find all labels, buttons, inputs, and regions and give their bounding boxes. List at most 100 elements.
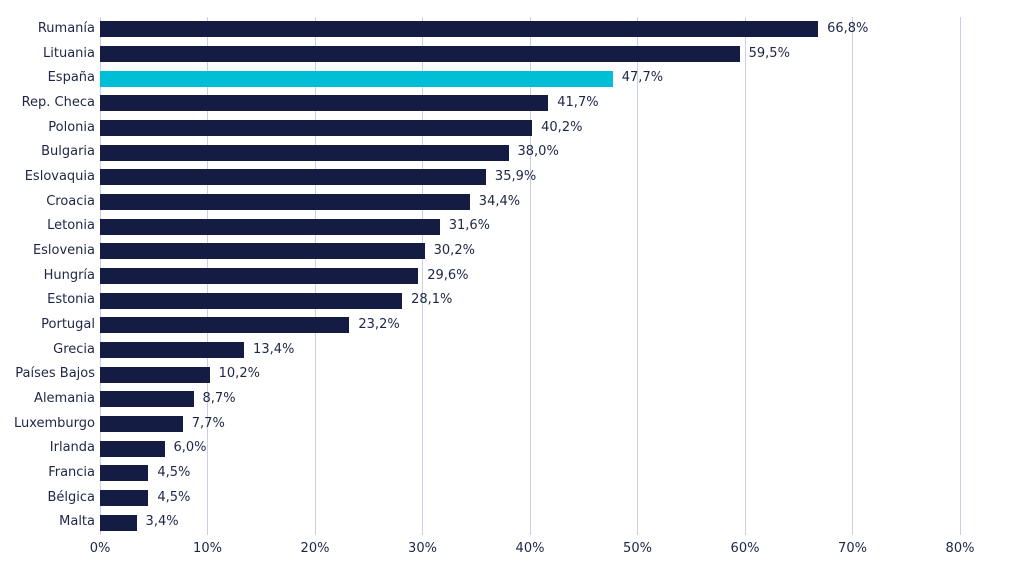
x-tick-label: 10% xyxy=(193,541,222,556)
gridline xyxy=(529,17,531,535)
x-tick-label: 20% xyxy=(300,541,330,556)
value-label: 41,7% xyxy=(557,95,599,110)
category-label: Letonia xyxy=(47,218,95,234)
category-label: Hungría xyxy=(43,267,95,283)
bar-row: 10,2% xyxy=(100,362,960,387)
bar-row: 31,6% xyxy=(100,214,960,239)
bar xyxy=(100,514,137,531)
bar xyxy=(100,193,470,210)
category-label: Luxemburgo xyxy=(13,415,95,431)
x-tick-label: 40% xyxy=(515,541,545,556)
plot-area: 66,8% 59,5% 47,7% 41,7% 40,2% 38,0% 35,9% 34,4%… xyxy=(99,17,961,535)
value-label: 29,6% xyxy=(427,267,469,283)
bar xyxy=(100,440,165,457)
bar-row: 34,4% xyxy=(100,190,960,215)
value-label: 40,2% xyxy=(541,119,583,135)
x-tick-label: 0% xyxy=(89,541,111,556)
bar xyxy=(100,95,549,112)
value-label: 4,5% xyxy=(157,489,191,505)
bar xyxy=(100,341,245,358)
bar-row: 3,4% xyxy=(100,510,960,535)
gridline xyxy=(422,17,423,535)
bar-row: 8,7% xyxy=(100,387,960,412)
value-label: 66,8% xyxy=(827,21,869,36)
category-label: Portugal xyxy=(41,317,95,332)
bar xyxy=(100,391,194,408)
bar-row: 4,5% xyxy=(100,486,960,511)
bar-row: 28,1% xyxy=(100,288,960,313)
bar xyxy=(100,218,440,235)
category-label: Estonia xyxy=(47,292,95,308)
gridline xyxy=(744,17,746,535)
bar xyxy=(100,366,210,383)
bar xyxy=(100,465,149,482)
value-label: 38,0% xyxy=(517,144,559,160)
bar xyxy=(100,243,425,260)
bar xyxy=(100,45,740,62)
value-label: 6,0% xyxy=(173,440,207,456)
category-label: Eslovaquia xyxy=(24,169,95,184)
bar-row: 38,0% xyxy=(100,140,960,165)
value-label: 35,9% xyxy=(494,169,537,184)
category-label: Rep. Checa xyxy=(21,95,95,110)
bar-row: 4,5% xyxy=(100,461,960,486)
value-label: 7,7% xyxy=(191,415,225,431)
value-label: 31,6% xyxy=(448,218,490,234)
bar-row: 6,0% xyxy=(100,436,960,461)
category-label: Bélgica xyxy=(47,489,95,505)
category-label: Rumanía xyxy=(37,21,95,36)
bar-row: 7,7% xyxy=(100,412,960,437)
bar xyxy=(100,119,533,136)
value-label: 4,5% xyxy=(157,465,191,480)
bar xyxy=(100,169,486,186)
bar-row: 40,2% xyxy=(100,116,960,141)
value-label: 8,7% xyxy=(202,391,236,406)
x-axis: 0% 10% 20% 30% 40% 50% 60% 70% 80% xyxy=(0,541,1031,561)
value-label: 59,5% xyxy=(748,45,790,61)
bar xyxy=(100,489,149,506)
x-tick-label: 60% xyxy=(730,541,760,556)
category-label: Francia xyxy=(48,465,95,480)
category-label: Grecia xyxy=(53,341,95,357)
bar xyxy=(100,21,819,38)
value-label: 28,1% xyxy=(411,292,453,308)
bar-row: 13,4% xyxy=(100,338,960,363)
bar-row: 23,2% xyxy=(100,313,960,338)
category-label: Eslovenia xyxy=(32,243,95,258)
category-label: Croacia xyxy=(46,193,95,209)
value-label: 3,4% xyxy=(145,514,179,530)
bar xyxy=(100,415,183,432)
value-label: 30,2% xyxy=(433,243,475,258)
bar-highlighted xyxy=(100,70,613,87)
category-label: Alemania xyxy=(34,391,95,406)
bar-row: 66,8% xyxy=(100,17,960,42)
value-label: 10,2% xyxy=(218,366,260,382)
bar-row: 41,7% xyxy=(100,91,960,116)
bar-row: 30,2% xyxy=(100,239,960,264)
x-tick-label: 50% xyxy=(623,541,652,556)
bar xyxy=(100,144,509,161)
gridline xyxy=(852,17,853,535)
x-tick-label: 70% xyxy=(838,541,867,556)
x-tick-label: 80% xyxy=(945,541,975,556)
category-label: España xyxy=(47,70,95,86)
category-label: Polonia xyxy=(48,119,95,135)
category-label: Lituania xyxy=(43,45,95,61)
gridline xyxy=(959,17,961,535)
value-label: 34,4% xyxy=(478,193,521,209)
value-label: 23,2% xyxy=(358,317,400,332)
bar xyxy=(100,292,403,309)
category-label: Malta xyxy=(59,514,95,530)
value-label: 47,7% xyxy=(621,70,664,86)
x-tick-label: 30% xyxy=(408,541,437,556)
category-label: Irlanda xyxy=(49,440,95,456)
gridline xyxy=(637,17,638,535)
bar-row: 29,6% xyxy=(100,264,960,289)
bar-row: 59,5% xyxy=(100,42,960,67)
category-label: Países Bajos xyxy=(15,366,95,382)
y-axis-labels: Rumanía Lituania España Rep. Checa Polonia Bu… xyxy=(0,17,95,535)
bar-row: 47,7% xyxy=(100,66,960,91)
bar xyxy=(100,267,419,284)
bar-row: 35,9% xyxy=(100,165,960,190)
